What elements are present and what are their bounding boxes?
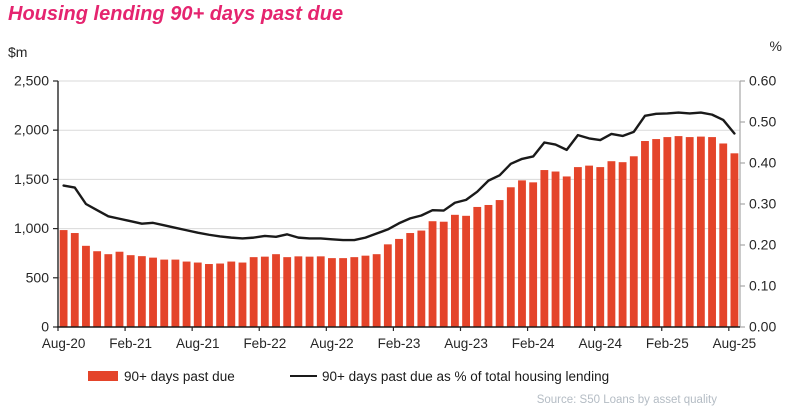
left-axis-tick-label: 1,000 [14, 220, 49, 236]
bar [596, 167, 605, 327]
right-axis-tick-label: 0.60 [749, 73, 776, 89]
chart-legend: 90+ days past due 90+ days past due as %… [0, 366, 796, 388]
right-axis-unit-label: % [769, 38, 782, 54]
bar [339, 258, 348, 327]
x-axis-tick-label: Feb-24 [512, 336, 555, 351]
bar [59, 230, 68, 327]
bar [495, 200, 504, 327]
bar [439, 221, 448, 327]
legend-label-line: 90+ days past due as % of total housing … [322, 368, 610, 384]
x-axis-tick-label: Aug-20 [42, 336, 86, 351]
bar [462, 215, 470, 327]
bar [126, 255, 135, 327]
right-axis-tick-label: 0.40 [749, 155, 776, 171]
left-axis-tick-label: 2,000 [14, 122, 49, 138]
right-axis-tick-label: 0.30 [749, 196, 776, 212]
x-axis-tick-label: Aug-23 [444, 336, 488, 351]
bar [305, 256, 314, 327]
bar [562, 176, 571, 327]
bar [618, 162, 627, 327]
bar [238, 262, 247, 327]
bar [160, 259, 169, 327]
bar [193, 262, 202, 327]
bar [205, 264, 213, 327]
bar [685, 137, 694, 327]
bar [696, 136, 705, 327]
bar [551, 171, 560, 327]
bar [395, 238, 403, 327]
bar [104, 254, 113, 327]
left-axis-tick-label: 0 [41, 319, 49, 335]
bar [730, 153, 739, 327]
bar [182, 261, 191, 327]
left-axis-tick-label: 500 [26, 269, 50, 285]
bar [428, 221, 437, 327]
bar [350, 257, 359, 327]
legend-item-bars: 90+ days past due [88, 366, 235, 386]
line-series-swatch [290, 375, 317, 377]
bar [82, 245, 90, 327]
bar [216, 263, 225, 327]
x-axis-tick-label: Aug-22 [310, 336, 354, 351]
left-axis-tick-label: 2,500 [14, 73, 49, 89]
bar [361, 255, 370, 327]
bar [260, 256, 269, 327]
bar [227, 261, 236, 327]
bar [663, 137, 672, 327]
bar [115, 251, 124, 327]
bar [171, 259, 180, 327]
bar [249, 257, 258, 327]
bar [629, 156, 638, 327]
x-axis-tick-label: Aug-25 [713, 336, 757, 351]
bar [272, 254, 280, 327]
bar [607, 161, 616, 327]
source-note: Source: S50 Loans by asset quality [536, 394, 717, 406]
x-axis-tick-label: Aug-24 [578, 336, 622, 351]
line-series-path [62, 111, 736, 242]
x-axis-tick-label: Feb-21 [109, 336, 152, 351]
bar [450, 214, 459, 327]
bar [372, 254, 381, 327]
x-axis-tick-label: Feb-23 [378, 336, 421, 351]
legend-label-bars: 90+ days past due [124, 368, 235, 384]
bar [328, 258, 336, 327]
right-axis-tick-label: 0.00 [749, 319, 776, 335]
x-axis-tick-label: Feb-25 [646, 336, 689, 351]
x-axis-tick-label: Aug-21 [176, 336, 220, 351]
right-axis-tick-label: 0.20 [749, 237, 776, 253]
bar [529, 182, 538, 327]
right-axis-tick-label: 0.50 [749, 114, 776, 130]
x-axis-tick-label: Feb-22 [243, 336, 286, 351]
bar [484, 204, 493, 327]
bar [473, 206, 482, 327]
bar [585, 165, 593, 327]
bar [573, 167, 582, 327]
bar [149, 257, 157, 327]
bar [316, 256, 325, 327]
bar [137, 256, 146, 327]
bar [406, 233, 415, 327]
bar [518, 180, 526, 327]
bar [383, 244, 392, 327]
legend-item-line: 90+ days past due as % of total housing … [290, 366, 609, 386]
bar-series-swatch [88, 371, 118, 381]
bar [93, 251, 102, 327]
bar [294, 256, 303, 327]
right-axis-tick-label: 0.10 [749, 278, 776, 294]
bar [70, 233, 79, 327]
bar [506, 187, 515, 327]
bar [283, 257, 292, 327]
bar [708, 137, 716, 327]
bar [719, 143, 728, 327]
chart-title: Housing lending 90+ days past due [8, 3, 344, 25]
bar [652, 139, 661, 327]
bar [674, 136, 683, 327]
bar [540, 170, 549, 327]
bar [417, 230, 426, 327]
bar [641, 141, 649, 327]
left-axis-unit-label: $m [8, 44, 28, 60]
left-axis-tick-label: 1,500 [14, 171, 49, 187]
